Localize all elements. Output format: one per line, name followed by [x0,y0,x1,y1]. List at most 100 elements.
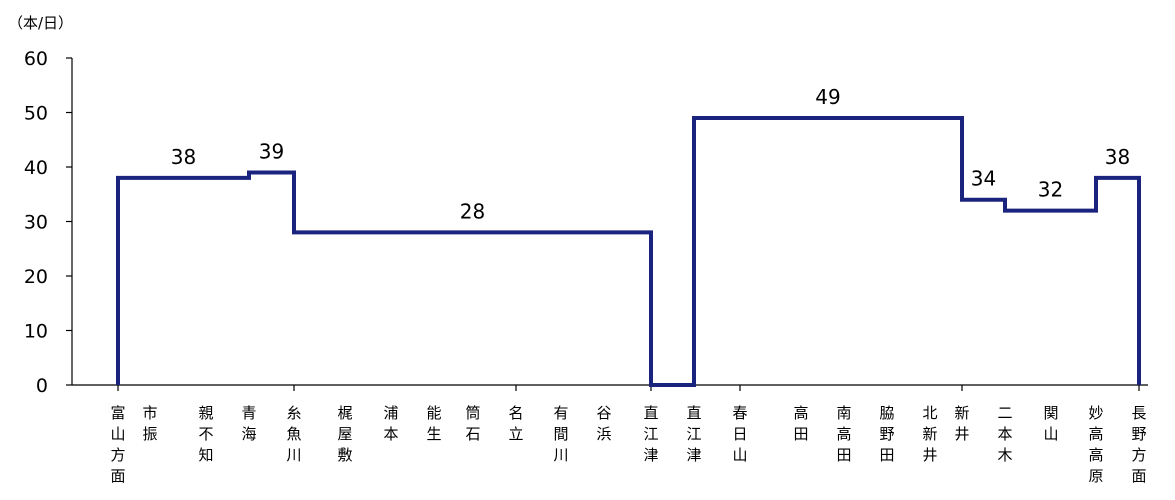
station-label-char: 新 [954,404,969,422]
station-label: 浦本 [383,404,398,443]
station-label-char: 屋 [337,425,352,443]
station-label-char: 高 [1088,446,1103,464]
station-label: 能生 [426,404,441,443]
station-label-char: 梶 [337,404,352,422]
station-label: 春日山 [732,404,747,464]
segment-value-labels: 38 39 28 49 34 32 38 [171,85,1130,223]
station-label-char: 有 [553,404,568,422]
segment-value-label: 49 [815,85,840,109]
station-label-char: 富 [110,404,125,422]
station-label-char: 名 [508,404,523,422]
y-tick-label: 50 [24,103,48,125]
station-label-char: 野 [1131,425,1146,443]
station-label: 高田 [793,404,808,443]
station-label-char: 筒 [465,404,480,422]
station-label: 糸魚川 [286,404,301,464]
station-label-char: 津 [643,446,658,464]
station-label-char: 野 [879,425,894,443]
station-label: 梶屋敷 [337,404,352,464]
station-label-char: 魚 [286,425,301,443]
station-label-char: 敷 [337,446,352,464]
station-label: 筒石 [465,404,480,443]
station-label-char: 日 [732,425,747,443]
station-label-char: 春 [732,404,747,422]
station-label-char: 糸 [286,404,301,422]
station-label-char: 生 [426,425,441,443]
station-label-char: 新 [922,425,937,443]
station-label-char: 原 [1088,467,1103,485]
station-label-char: 本 [383,425,398,443]
station-labels: 富山方面市振親不知青海糸魚川梶屋敷浦本能生筒石名立有間川谷浜直江津直江津春日山高… [110,404,1146,485]
station-label: 南高田 [836,404,851,464]
station-label-char: 山 [732,446,747,464]
station-label-char: 青 [241,404,256,422]
station-label-char: 南 [836,404,851,422]
segment-value-label: 34 [971,167,996,191]
station-label: 有間川 [553,404,568,464]
y-tick-label: 20 [24,266,48,288]
y-tick-label: 60 [24,48,48,70]
station-label-char: 振 [142,425,157,443]
station-label: 市振 [142,404,157,443]
station-label-char: 津 [686,446,701,464]
station-label-char: 立 [508,425,523,443]
station-label-char: 本 [997,425,1012,443]
station-label-char: 方 [1131,446,1146,464]
station-label: 親不知 [198,404,213,464]
station-label-char: 直 [643,404,658,422]
station-label-char: 田 [836,446,851,464]
y-tick-label: 10 [24,321,48,343]
station-label-char: 高 [793,404,808,422]
station-label-char: 長 [1131,404,1146,422]
station-label: 脇野田 [879,404,894,464]
station-label: 直江津 [643,404,658,464]
station-label-char: 井 [954,425,969,443]
station-label-char: 市 [142,404,157,422]
segment-value-label: 32 [1038,178,1063,202]
station-label-char: 親 [198,404,213,422]
y-tick-label: 40 [24,157,48,179]
y-tick-labels: 0 10 20 30 40 50 60 [24,48,72,397]
station-label: 名立 [508,404,523,443]
station-label: 新井 [954,404,969,443]
station-label-char: 田 [879,446,894,464]
frequency-step-line [116,115,1141,387]
station-label: 直江津 [686,404,701,464]
station-label-char: 谷 [596,404,611,422]
station-label-char: 浦 [383,404,398,422]
station-label-char: 井 [922,446,937,464]
segment-value-label: 28 [460,199,485,223]
station-label-char: 木 [997,446,1012,464]
station-label-char: 川 [553,446,568,464]
station-label: 二本木 [997,404,1012,464]
station-label-char: 石 [465,425,480,443]
station-label-char: 方 [110,446,125,464]
station-label-char: 田 [793,425,808,443]
station-label-char: 江 [643,425,658,443]
station-label-char: 妙 [1088,404,1103,422]
y-axis-unit-label: （本/日） [8,14,73,32]
station-label-char: 山 [110,425,125,443]
segment-value-label: 38 [1105,145,1130,169]
station-label-char: 高 [836,425,851,443]
station-label: 谷浜 [596,404,611,443]
station-label-char: 脇 [879,404,894,422]
axes [71,58,1148,386]
station-label-char: 面 [110,467,125,485]
station-label: 青海 [241,404,256,443]
x-tick-marks [117,385,1140,391]
station-label-char: 面 [1131,467,1146,485]
y-tick-label: 30 [24,212,48,234]
station-label-char: 不 [198,425,213,443]
station-label: 関山 [1043,404,1058,443]
station-label-char: 高 [1088,425,1103,443]
station-label-char: 二 [997,404,1012,422]
station-label-char: 間 [553,425,568,443]
segment-value-label: 39 [259,139,284,163]
station-label-char: 川 [286,446,301,464]
station-label-char: 江 [686,425,701,443]
